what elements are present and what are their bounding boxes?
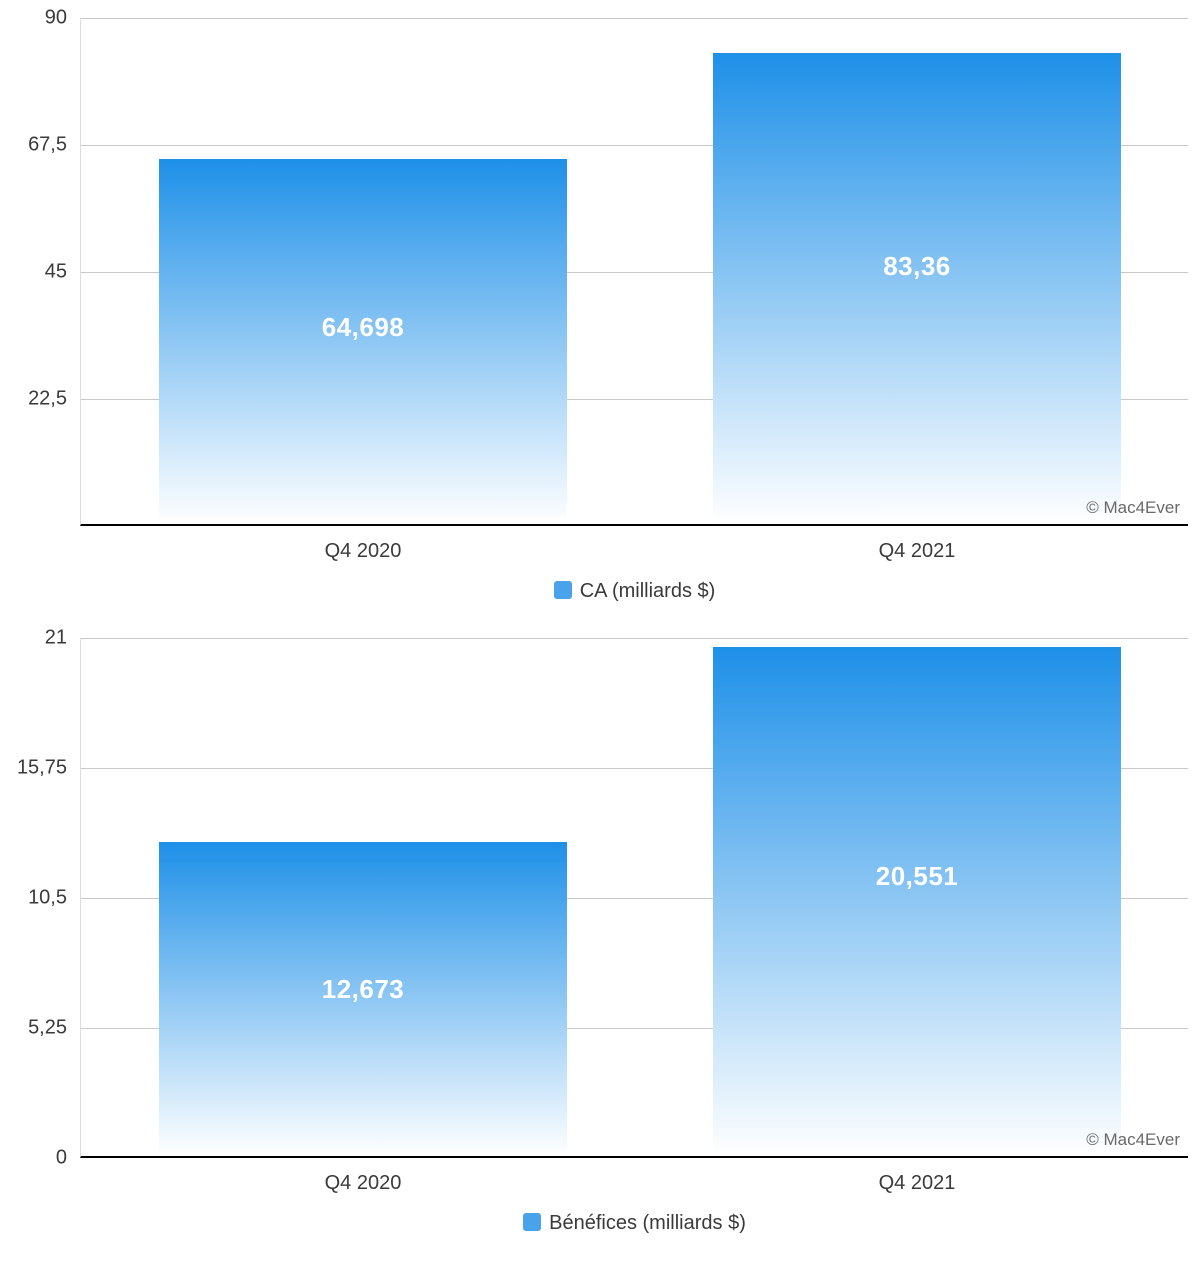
legend-swatch <box>554 581 572 599</box>
y-tick-label: 22,5 <box>28 388 67 411</box>
y-tick-label: 10,5 <box>28 887 67 910</box>
legend: Bénéfices (milliards $) <box>81 1212 1188 1235</box>
y-tick-label: 15,75 <box>17 757 67 780</box>
bar: 12,673 <box>159 842 567 1156</box>
gridline <box>81 638 1188 639</box>
x-tick-label: Q4 2020 <box>159 540 567 563</box>
legend: CA (milliards $) <box>81 580 1188 603</box>
bar-value-label: 64,698 <box>159 312 567 343</box>
gridline <box>81 18 1188 19</box>
bar-value-label: 83,36 <box>713 251 1121 282</box>
watermark: © Mac4Ever <box>1086 498 1180 518</box>
y-tick-label: 67,5 <box>28 134 67 157</box>
bar-value-label: 12,673 <box>159 974 567 1005</box>
y-tick-label: 90 <box>45 7 67 30</box>
bar: 20,551 <box>713 647 1121 1156</box>
y-tick-label: 5,25 <box>28 1017 67 1040</box>
bar: 83,36 <box>713 53 1121 524</box>
bar: 64,698 <box>159 159 567 524</box>
legend-swatch <box>523 1213 541 1231</box>
chart-plot-1: 05,2510,515,752112,673Q4 202020,551Q4 20… <box>80 638 1188 1158</box>
x-tick-label: Q4 2021 <box>713 1172 1121 1195</box>
y-tick-label: 0 <box>56 1147 67 1170</box>
legend-label: CA (milliards $) <box>580 580 716 602</box>
chart-plot-0: 22,54567,59064,698Q4 202083,36Q4 2021© M… <box>80 18 1188 526</box>
x-tick-label: Q4 2021 <box>713 540 1121 563</box>
bar-value-label: 20,551 <box>713 861 1121 892</box>
legend-label: Bénéfices (milliards $) <box>549 1212 746 1234</box>
y-tick-label: 45 <box>45 261 67 284</box>
watermark: © Mac4Ever <box>1086 1130 1180 1150</box>
y-tick-label: 21 <box>45 627 67 650</box>
x-tick-label: Q4 2020 <box>159 1172 567 1195</box>
